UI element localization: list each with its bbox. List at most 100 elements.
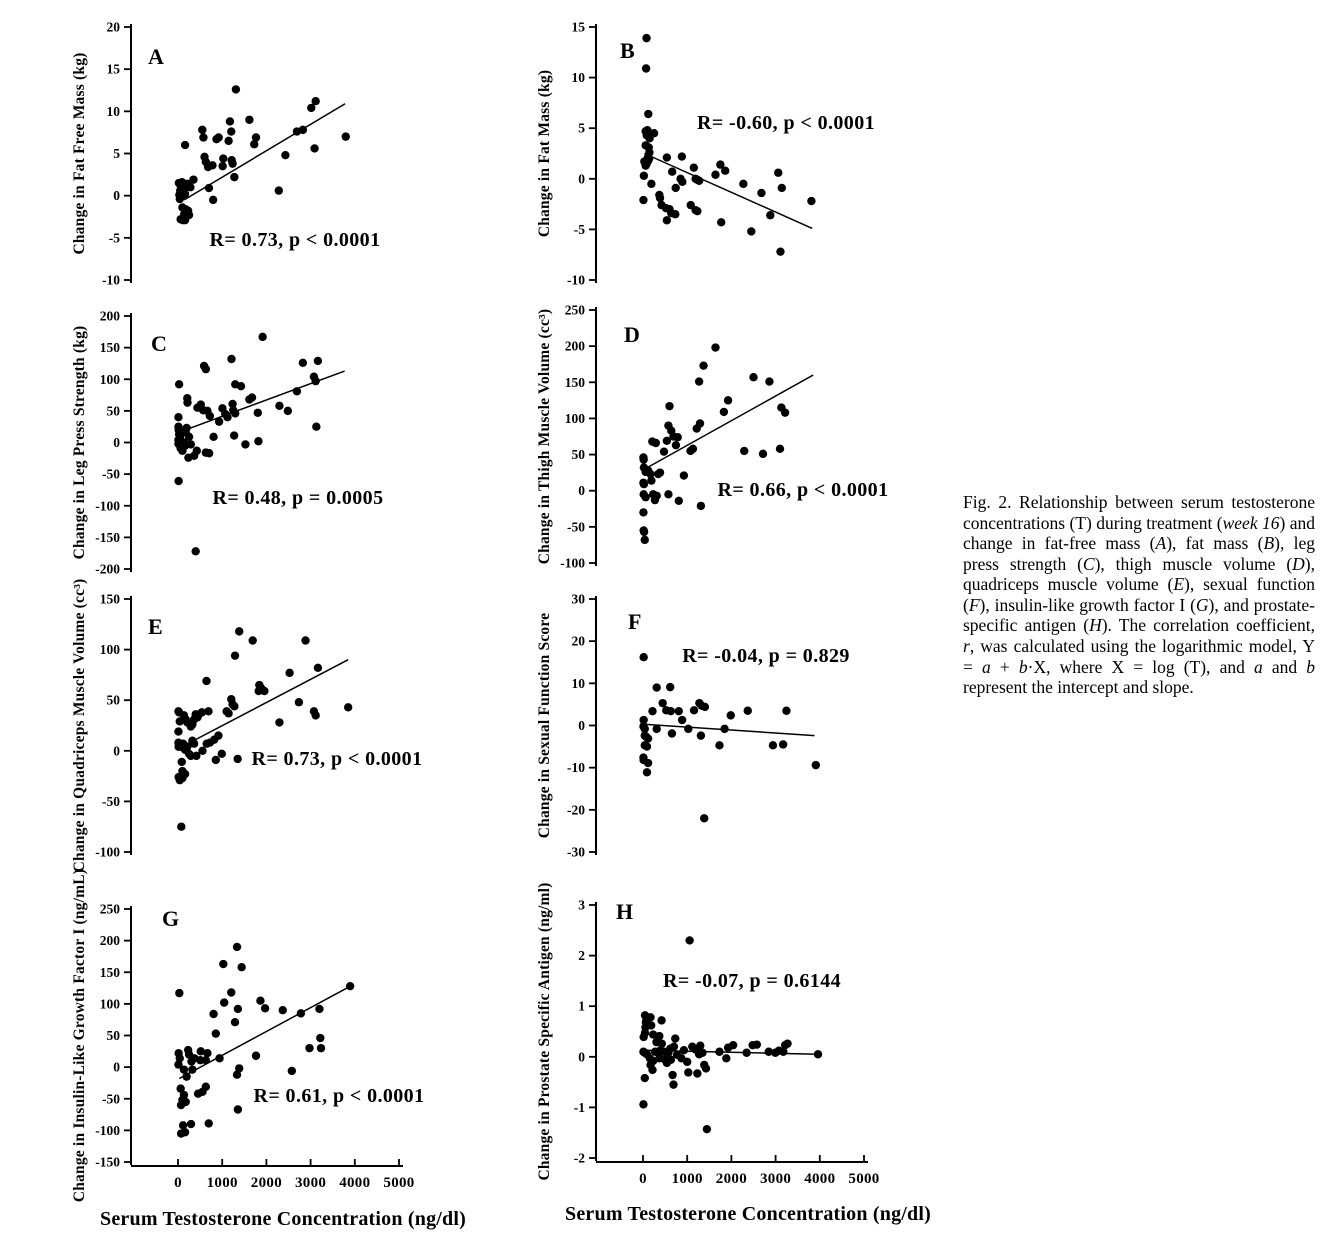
data-point xyxy=(643,758,653,768)
data-point xyxy=(643,126,652,135)
caption-italic-segment: F xyxy=(968,594,980,615)
data-point xyxy=(662,153,672,162)
data-point xyxy=(639,1100,648,1109)
data-point xyxy=(667,167,677,176)
data-point xyxy=(181,1097,190,1107)
data-point xyxy=(639,480,649,489)
data-point xyxy=(283,406,293,416)
y-tick-label: 200 xyxy=(100,933,121,948)
data-point xyxy=(657,1039,666,1048)
data-point xyxy=(659,447,669,456)
panel-letter: C xyxy=(151,331,167,356)
y-tick-label: 0 xyxy=(113,743,120,758)
data-point xyxy=(245,115,254,124)
data-point xyxy=(174,476,183,486)
data-point xyxy=(298,125,308,135)
data-point xyxy=(726,711,735,720)
data-point xyxy=(640,724,649,734)
caption-italic-segment: a xyxy=(982,656,991,677)
data-point xyxy=(188,1065,197,1074)
data-point xyxy=(715,741,724,750)
data-point xyxy=(677,715,687,725)
x-tick-label: 5000 xyxy=(383,1175,414,1191)
y-axis-title: Change in Prostate Specific Antigen (ng/… xyxy=(536,882,553,1180)
data-point xyxy=(683,1057,692,1067)
data-point xyxy=(639,455,648,464)
data-point xyxy=(218,161,227,171)
data-point xyxy=(305,1043,314,1053)
data-point xyxy=(180,140,190,150)
data-point xyxy=(232,942,242,952)
data-point xyxy=(666,1055,676,1065)
scatter-chart-c: 200 150 100 50 0 -50 -100 -150 -200 Change in Leg… xyxy=(71,309,383,577)
y-tick-label: 10 xyxy=(107,104,121,119)
data-point xyxy=(671,183,680,193)
data-point xyxy=(694,176,704,186)
y-axis-title: Change in Fat Free Mass (kg) xyxy=(71,52,88,254)
data-point xyxy=(251,133,261,142)
caption-segment: ), sexual function ( xyxy=(963,574,1315,615)
data-point xyxy=(689,706,699,715)
y-axis-title: Change in Leg Press Strength (kg) xyxy=(71,326,88,560)
caption-segment: ) and change in fat-free mass ( xyxy=(963,512,1315,554)
caption-italic-segment: b xyxy=(1018,656,1028,677)
data-point xyxy=(642,742,652,751)
data-point xyxy=(749,373,758,382)
data-point xyxy=(174,727,183,736)
data-point xyxy=(296,1009,306,1018)
regression-line xyxy=(644,374,814,470)
data-point xyxy=(204,449,214,458)
data-point xyxy=(648,706,657,716)
data-point xyxy=(721,166,730,175)
data-point xyxy=(674,706,684,716)
data-point xyxy=(679,471,689,480)
data-point xyxy=(666,706,676,716)
caption-segment: ), and prostate-specific antigen ( xyxy=(963,594,1316,636)
data-point xyxy=(180,1128,190,1137)
data-point xyxy=(647,179,656,189)
data-point xyxy=(716,160,725,169)
data-point xyxy=(230,1018,240,1027)
y-tick-label: 150 xyxy=(100,592,121,607)
x-tick-label: 2000 xyxy=(716,1171,747,1187)
data-point xyxy=(307,103,316,113)
data-point xyxy=(648,1065,657,1075)
data-point xyxy=(807,196,816,206)
data-point xyxy=(688,444,698,453)
data-point xyxy=(301,636,310,645)
y-tick-label: -2 xyxy=(574,1151,585,1166)
data-point xyxy=(651,438,661,448)
data-point xyxy=(201,364,211,374)
data-point xyxy=(665,401,674,411)
data-point xyxy=(778,740,788,749)
data-point xyxy=(668,1070,677,1080)
panel-letter: F xyxy=(628,609,641,634)
data-point xyxy=(345,981,355,991)
data-point xyxy=(179,1090,189,1100)
data-point xyxy=(233,754,242,764)
data-point xyxy=(743,706,752,715)
data-point xyxy=(689,163,699,172)
data-point xyxy=(227,988,236,997)
y-tick-label: 100 xyxy=(100,372,121,387)
data-point xyxy=(684,724,693,734)
y-tick-label: 50 xyxy=(107,403,121,418)
data-point xyxy=(662,436,672,446)
data-point xyxy=(711,343,720,352)
panel-letter: G xyxy=(162,906,179,931)
y-tick-label: 150 xyxy=(565,375,586,390)
data-point xyxy=(235,627,244,636)
y-tick-label: 50 xyxy=(107,1028,121,1043)
y-axis-title: Change in Insulin-Like Growth Factor I (… xyxy=(71,869,88,1202)
y-tick-label: 50 xyxy=(107,693,121,708)
data-point xyxy=(669,1042,679,1051)
data-point xyxy=(224,136,233,146)
panel-g-igf-i: 250 200 150 100 50 0 -50 -100 -150 Change in Insu… xyxy=(58,869,508,1226)
data-point xyxy=(227,127,236,136)
data-point xyxy=(692,424,701,433)
data-point xyxy=(694,377,704,386)
regression-line xyxy=(188,370,345,430)
data-point xyxy=(250,140,259,149)
data-point xyxy=(311,97,320,106)
